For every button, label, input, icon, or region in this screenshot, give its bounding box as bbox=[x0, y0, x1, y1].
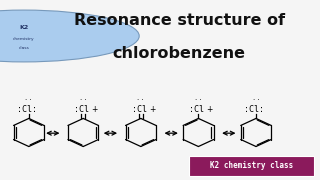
FancyBboxPatch shape bbox=[189, 156, 314, 176]
Text: :Cl:: :Cl: bbox=[244, 105, 264, 114]
Text: · ·: · · bbox=[25, 97, 32, 103]
Text: chemistry: chemistry bbox=[13, 37, 35, 41]
Text: class: class bbox=[19, 46, 29, 50]
Text: · ·: · · bbox=[195, 97, 202, 103]
Text: K2: K2 bbox=[20, 25, 28, 30]
Text: :Cl: :Cl bbox=[74, 105, 89, 114]
Text: +: + bbox=[149, 105, 155, 114]
Text: · ·: · · bbox=[80, 97, 87, 103]
Circle shape bbox=[0, 10, 139, 62]
Text: +: + bbox=[206, 105, 213, 114]
Text: +: + bbox=[91, 105, 98, 114]
Text: :Cl: :Cl bbox=[132, 105, 147, 114]
Text: Resonance structure of: Resonance structure of bbox=[74, 13, 285, 28]
Text: chlorobenzene: chlorobenzene bbox=[113, 46, 246, 61]
Text: :Cl: :Cl bbox=[189, 105, 204, 114]
Text: K2 chemistry class: K2 chemistry class bbox=[210, 161, 293, 170]
Text: · ·: · · bbox=[137, 97, 144, 103]
Text: · ·: · · bbox=[252, 97, 260, 103]
Text: :Cl:: :Cl: bbox=[17, 105, 37, 114]
